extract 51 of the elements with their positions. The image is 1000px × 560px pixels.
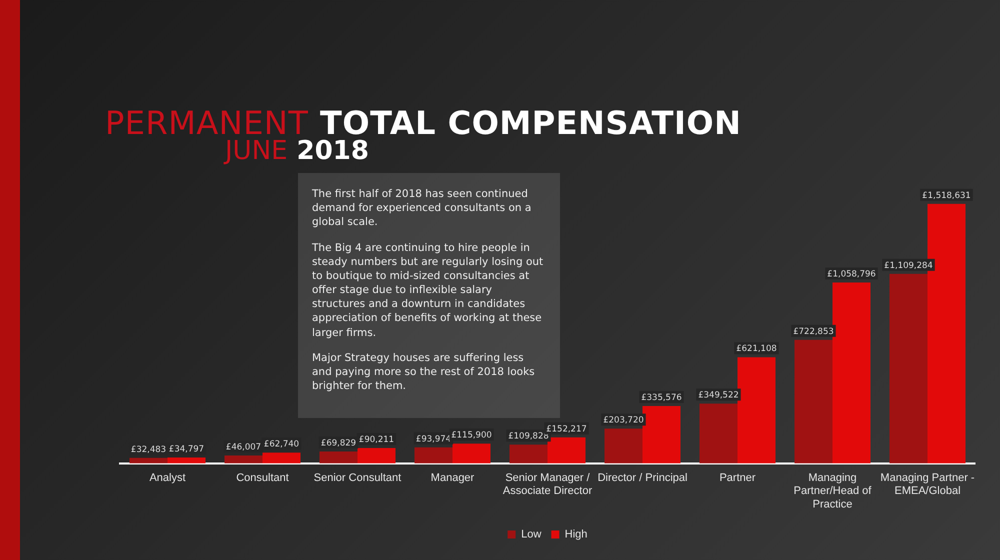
x-tick-label: Consultant xyxy=(236,472,289,484)
data-label: £69,829 xyxy=(320,438,356,448)
x-tick-label: Managing Partner/Head of Practice xyxy=(794,472,872,510)
bar xyxy=(700,404,738,464)
bar xyxy=(130,458,168,464)
data-label: £1,058,796 xyxy=(827,269,876,280)
x-tick-label: Director / Principal xyxy=(598,472,688,484)
chart-subtitle: JUNE 2018 xyxy=(225,136,369,166)
x-tick-label: Managing Partner - EMEA/Global xyxy=(880,472,975,498)
bar xyxy=(262,452,300,464)
bar xyxy=(738,357,776,464)
x-tick-label: Partner xyxy=(719,472,756,484)
bar xyxy=(548,437,586,464)
data-label: £62,740 xyxy=(264,440,300,450)
data-label: £621,108 xyxy=(736,344,777,354)
data-label: £335,576 xyxy=(641,393,682,404)
bar xyxy=(452,444,490,464)
annotation: The Big 4 are continuing to hire people in steady numbers but are regularly losing out to boutique to mid-sized consultancies at offer stage due to inflexible salary structures and a downturn in candidates appreciation of benefits of working at these larger firms. xyxy=(312,240,544,340)
data-label: £115,900 xyxy=(451,430,492,441)
data-label: £32,483 xyxy=(130,444,166,455)
bar xyxy=(320,451,358,464)
data-label: £1,518,631 xyxy=(922,190,971,201)
legend-label: High xyxy=(564,528,588,541)
annotation: Major Strategy houses are suffering less and paying more so the rest of 2018 looks brighter for them. xyxy=(312,350,536,394)
annotation: The first half of 2018 has seen continued demand for experienced consultants on a global scale. xyxy=(312,187,532,230)
bar xyxy=(642,406,680,464)
data-label: £90,211 xyxy=(358,434,394,445)
data-label: £1,109,284 xyxy=(884,260,933,271)
data-label: £722,853 xyxy=(793,326,834,337)
bar xyxy=(358,448,396,464)
x-tick-label: Manager xyxy=(430,472,475,484)
data-label: £46,007 xyxy=(226,442,262,452)
legend-label: Low xyxy=(521,528,542,541)
x-tick-label: Analyst xyxy=(149,472,186,484)
bar xyxy=(832,282,870,464)
data-label: £93,974 xyxy=(416,434,452,444)
data-label: £203,720 xyxy=(603,416,644,426)
x-tick-label: Senior Consultant xyxy=(314,472,402,484)
data-label: £152,217 xyxy=(546,424,587,434)
x-tick-label: Senior Manager / Associate Director xyxy=(502,472,592,498)
bar xyxy=(890,274,928,464)
text-panel: The first half of 2018 has seen continued demand for experienced consultants on a global scale. The Big 4 are continuing to hire people in steady numbers but are regularly losing out to boutique to mid-sized consultancies at offer stage due to inflexible salary structures and a downturn in candidates appreciation of benefits of working at these larger firms. Major Strategy houses are suffering less and paying more so the rest of 2018 looks brighter for them. xyxy=(298,173,560,418)
bar xyxy=(414,447,452,464)
bar xyxy=(604,428,642,464)
bar xyxy=(510,444,548,464)
bar xyxy=(794,340,832,464)
data-label: £34,797 xyxy=(168,444,204,454)
data-label: £349,522 xyxy=(698,390,739,401)
data-label: £109,828 xyxy=(508,432,549,442)
bar xyxy=(168,457,206,464)
bar xyxy=(224,456,262,464)
